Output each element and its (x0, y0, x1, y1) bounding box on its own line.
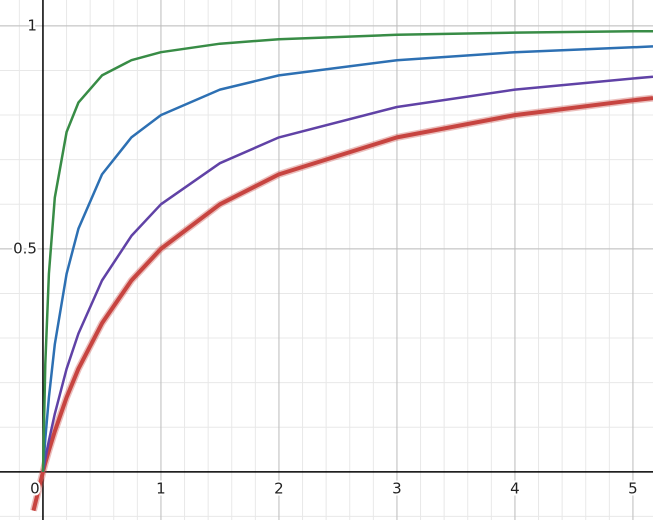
series-line (41, 45, 653, 472)
x-tick-label: 3 (392, 479, 402, 497)
x-tick-label: 1 (156, 479, 166, 497)
y-tick-label: 1 (27, 16, 37, 34)
x-tick-label: 2 (274, 479, 284, 497)
series-line (31, 96, 653, 512)
series-line (41, 29, 653, 472)
x-tick-label: 4 (510, 479, 520, 497)
x-tick-label: 0 (30, 479, 40, 497)
y-tick-label: 0.5 (13, 239, 37, 257)
x-tick-label: 5 (628, 479, 638, 497)
series-line (41, 75, 653, 473)
